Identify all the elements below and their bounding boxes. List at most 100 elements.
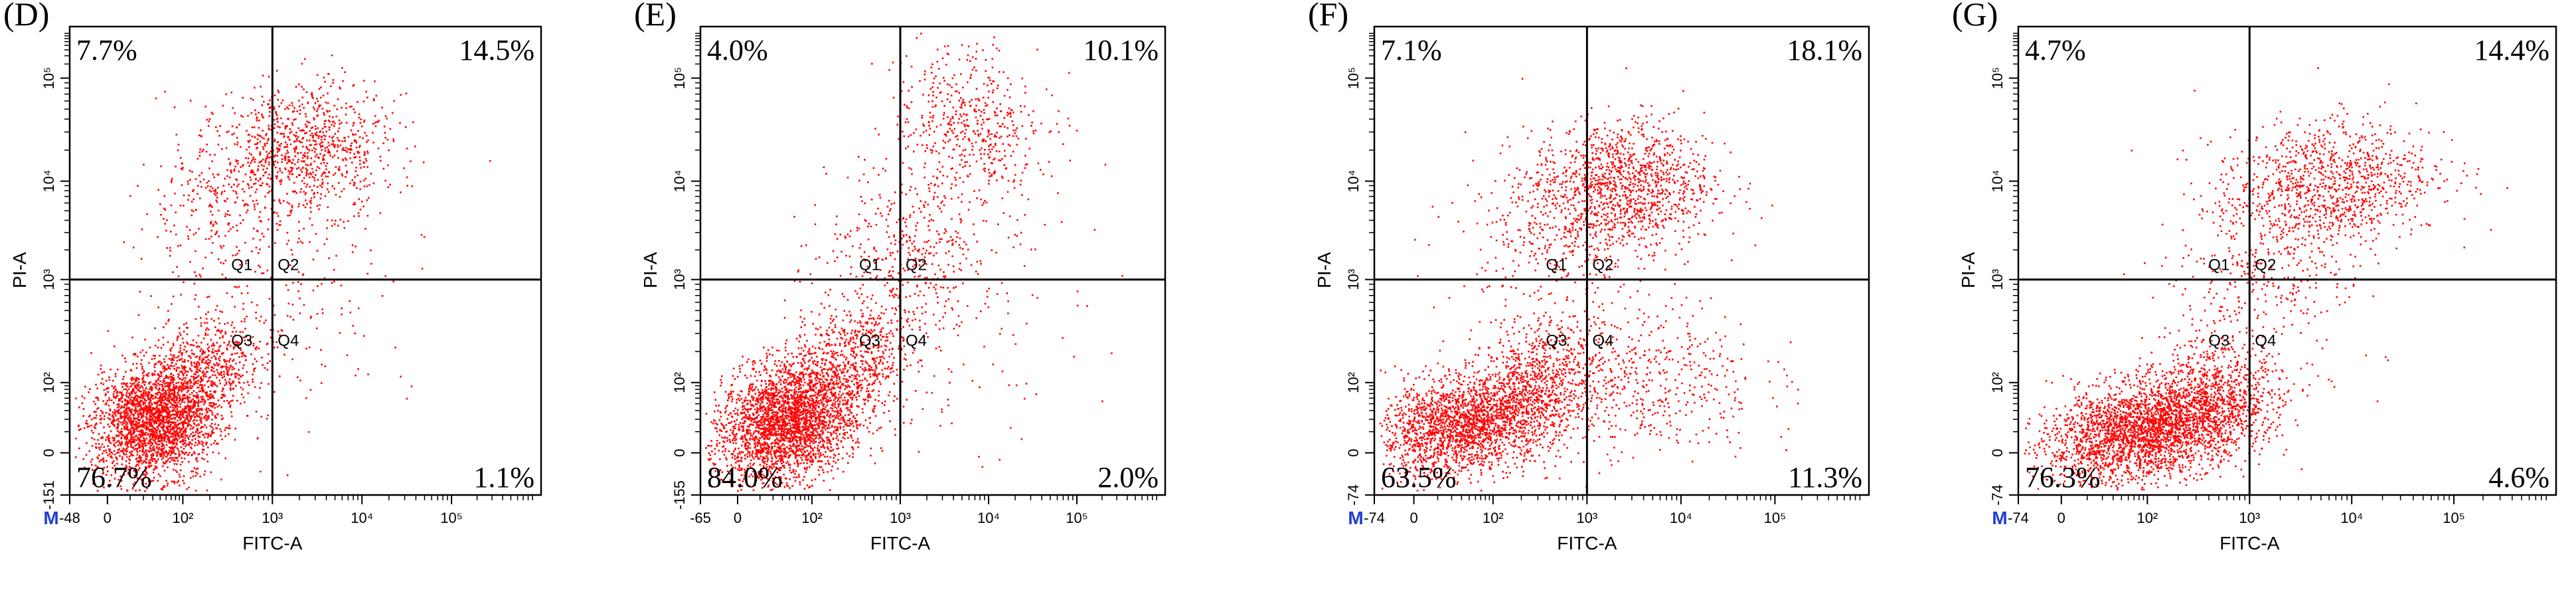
flow-panel-f: Q1 Q2 Q3 Q4 7.1% 18.1% 63.5% 11.3% (F) -74 0 10² 10³… <box>1308 0 1870 553</box>
x-tick-label: 10² <box>2137 510 2158 526</box>
x-tick-label: -74 <box>2008 510 2029 526</box>
x-tick-label: 10³ <box>1576 510 1597 526</box>
quadrant-label-q3: Q3 <box>859 332 880 350</box>
panel-label: (E) <box>634 0 677 33</box>
quadrant-label-q2: Q2 <box>906 256 927 274</box>
percent-q1: 4.7% <box>2025 34 2086 66</box>
x-tick-label: 10² <box>1483 510 1504 526</box>
quadrant-label-q2: Q2 <box>278 256 299 274</box>
quadrant-label-q3: Q3 <box>1546 332 1567 350</box>
percent-q1: 4.0% <box>707 34 768 66</box>
scatter-points <box>1379 67 1799 492</box>
flow-panel-g: Q1 Q2 Q3 Q4 4.7% 14.4% 76.3% 4.6% (G) -74 0 10² 10³ 1… <box>1952 0 2557 553</box>
panel-label: (G) <box>1952 0 1998 33</box>
y-tick-label: 10² <box>40 372 57 393</box>
y-tick-label: 10³ <box>1989 269 2006 290</box>
y-axis-title: PI-A <box>1314 252 1334 288</box>
y-tick-label: 0 <box>1989 448 2006 456</box>
quadrant-label-q1: Q1 <box>859 256 880 274</box>
panel-label: (F) <box>1308 0 1348 33</box>
y-tick-label: 10⁵ <box>40 67 57 90</box>
x-tick-label: 10⁵ <box>1066 510 1088 526</box>
quadrant-label-q1: Q1 <box>231 256 252 274</box>
scatter-points <box>75 54 491 492</box>
y-tick-label: 10⁴ <box>40 170 57 193</box>
x-tick-label: 10⁵ <box>2443 510 2465 526</box>
y-tick-label: 0 <box>40 448 57 456</box>
percent-q3: 76.7% <box>76 461 152 494</box>
x-tick-label: 0 <box>1409 510 1417 526</box>
y-tick-label: 0 <box>1345 448 1362 456</box>
percent-q4: 4.6% <box>2488 461 2549 494</box>
y-tick-label: 10⁵ <box>671 67 688 90</box>
percent-q1: 7.7% <box>76 34 137 66</box>
quadrant-label-q2: Q2 <box>1592 256 1613 274</box>
percent-q1: 7.1% <box>1381 34 1442 66</box>
y-tick-label: 10⁴ <box>671 170 688 193</box>
x-tick-label: 10⁴ <box>977 510 1000 526</box>
y-tick-label: 10³ <box>40 269 57 290</box>
x-tick-label: 10⁵ <box>1764 510 1787 526</box>
x-tick-label: 10³ <box>262 510 283 526</box>
percent-q4: 2.0% <box>1097 461 1159 494</box>
x-tick-label: -65 <box>690 510 711 526</box>
quadrant-label-q4: Q4 <box>2255 332 2276 350</box>
quadrant-label-q4: Q4 <box>1592 332 1613 350</box>
quadrant-label-q4: Q4 <box>906 332 927 350</box>
y-tick-label: 10⁴ <box>1345 170 1362 193</box>
y-tick-label: 10⁵ <box>1345 67 1362 90</box>
x-tick-label: -48 <box>59 510 80 526</box>
quadrant-label-q1: Q1 <box>2208 256 2229 274</box>
percent-q4: 1.1% <box>473 461 534 494</box>
x-tick-label: 10² <box>801 510 823 526</box>
scatter-points <box>705 33 1123 492</box>
y-axis-title: PI-A <box>1958 252 1978 288</box>
percent-q4: 11.3% <box>1788 461 1862 494</box>
x-tick-label: 10² <box>173 510 194 526</box>
flow-panel-e: Q1 Q2 Q3 Q4 4.0% 10.1% 84.0% 2.0% (E) -65 0 10² 10³ 1… <box>634 0 1167 553</box>
x-tick-label: 10⁵ <box>440 510 463 526</box>
quadrant-label-q1: Q1 <box>1546 256 1567 274</box>
x-tick-label: 0 <box>2057 510 2065 526</box>
quadrant-label-q3: Q3 <box>2208 332 2229 350</box>
y-tick-label: -151 <box>40 480 57 510</box>
x-tick-label: 10³ <box>890 510 911 526</box>
percent-q2: 14.4% <box>2474 34 2549 66</box>
y-tick-label: 10³ <box>671 269 688 290</box>
x-axis-title: FITC-A <box>870 533 931 553</box>
y-tick-label: -155 <box>671 480 688 510</box>
y-tick-label: 10⁴ <box>1989 170 2006 193</box>
y-axis-title: PI-A <box>9 252 30 288</box>
x-tick-label: 10⁴ <box>351 510 373 526</box>
x-axis-title: FITC-A <box>1557 533 1617 553</box>
quadrant-label-q3: Q3 <box>231 332 252 350</box>
x-tick-label: 10⁴ <box>1670 510 1692 526</box>
y-tick-label: -74 <box>1345 484 1362 506</box>
percent-q3: 76.3% <box>2025 461 2101 494</box>
flow-panel-d: Q1 Q2 Q3 Q4 7.7% 14.5% 76.7% 1.1% (D) -48 0 10² 10³ 1… <box>3 0 542 553</box>
plot-frame <box>1373 25 1870 496</box>
x-tick-label: 0 <box>734 510 742 526</box>
percent-q3: 84.0% <box>707 461 783 494</box>
y-tick-label: 10³ <box>1345 269 1362 290</box>
x-tick-label: 10³ <box>2239 510 2260 526</box>
percent-q2: 10.1% <box>1083 34 1159 66</box>
panel-label: (D) <box>3 0 49 33</box>
x-tick-label: -74 <box>1364 510 1385 526</box>
marker-glyph: M <box>1992 508 2007 528</box>
y-tick-label: 10² <box>671 372 688 393</box>
quadrant-label-q2: Q2 <box>2255 256 2276 274</box>
percent-q2: 14.5% <box>459 34 534 66</box>
y-tick-label: 10² <box>1345 372 1362 393</box>
x-tick-label: 10⁴ <box>2340 510 2363 526</box>
x-axis-title: FITC-A <box>242 533 303 553</box>
y-axis-title: PI-A <box>640 252 661 288</box>
y-tick-label: -74 <box>1989 484 2006 506</box>
x-axis-title: FITC-A <box>2219 533 2280 553</box>
x-tick-label: 0 <box>104 510 112 526</box>
y-tick-label: 10² <box>1989 372 2006 393</box>
y-tick-label: 0 <box>671 448 688 456</box>
marker-glyph: M <box>43 508 58 528</box>
plot-frame <box>68 25 542 496</box>
percent-q3: 63.5% <box>1381 461 1457 494</box>
